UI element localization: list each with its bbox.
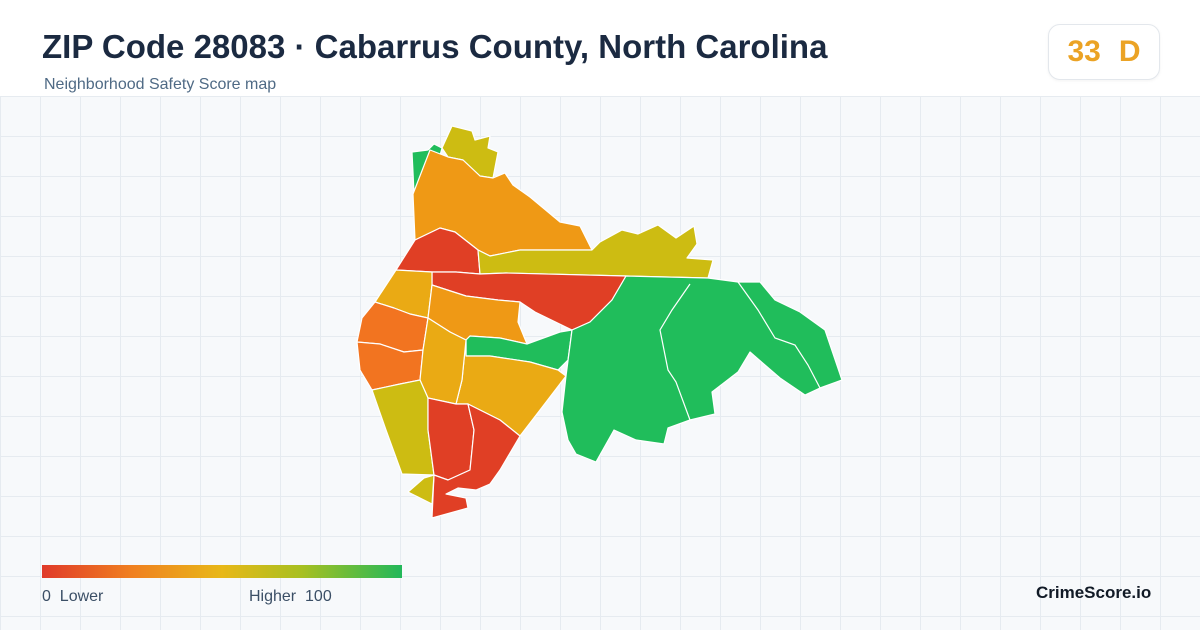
map-region[interactable]	[427, 397, 475, 481]
map-region[interactable]	[371, 379, 435, 476]
header-band	[0, 0, 1200, 96]
safety-score-badge: 33 D	[1048, 24, 1160, 80]
legend-high-label: Higher 100	[249, 588, 332, 605]
legend-low-label: 0 Lower	[42, 588, 104, 605]
brand-logo-text[interactable]: CrimeScore.io	[1036, 583, 1152, 602]
page-subtitle: Neighborhood Safety Score map	[44, 76, 277, 93]
page-title: ZIP Code 28083 · Cabarrus County, North …	[42, 28, 828, 65]
map-region[interactable]	[407, 474, 435, 505]
map-region[interactable]	[561, 275, 843, 463]
score-value: 33	[1067, 35, 1101, 68]
score-grade: D	[1118, 35, 1141, 68]
legend-color-scale	[42, 565, 402, 578]
map-region[interactable]	[431, 403, 521, 519]
